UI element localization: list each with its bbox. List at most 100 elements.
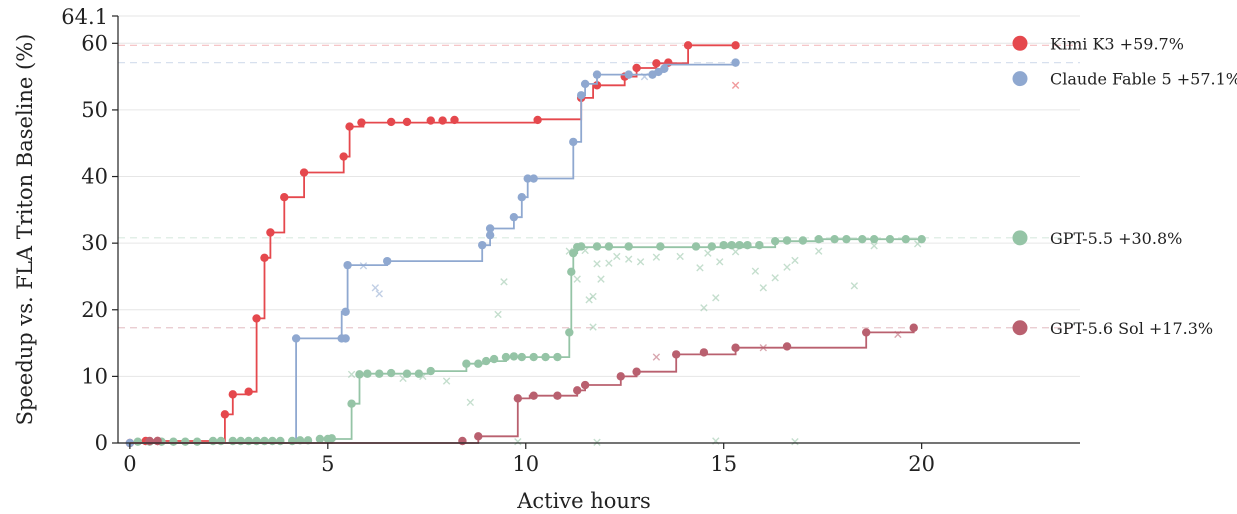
y-tick-label: 60 <box>81 31 108 55</box>
data-point <box>386 368 396 378</box>
data-point <box>529 391 538 400</box>
rejected-marker <box>593 260 601 268</box>
rejected-marker <box>870 242 878 250</box>
data-point <box>402 369 412 378</box>
rejected-marker <box>494 310 502 319</box>
data-point <box>228 436 238 446</box>
legend-series-name: Kimi K3 <box>1050 34 1120 53</box>
data-point <box>517 352 527 362</box>
rejected-marker <box>850 282 859 290</box>
y-axis-title: Speedup vs. FLA Triton Baseline (%) <box>13 34 37 426</box>
legend-series-name: GPT-5.6 Sol <box>1050 319 1149 338</box>
data-point <box>386 117 396 127</box>
data-point <box>533 115 542 125</box>
legend-label: Claude Fable 5 +57.1% <box>1050 70 1237 89</box>
data-point <box>616 372 625 381</box>
data-point <box>355 370 364 379</box>
rejected-marker <box>759 284 767 292</box>
data-point <box>315 434 325 444</box>
rejected-marker <box>613 252 621 261</box>
data-point <box>814 234 823 244</box>
data-point <box>909 323 918 332</box>
data-point <box>343 260 352 270</box>
legend-marker <box>1012 35 1028 51</box>
data-point <box>743 240 752 250</box>
rejected-marker <box>783 263 791 271</box>
data-point <box>478 240 487 250</box>
rejected-marker <box>712 294 720 302</box>
data-point <box>632 367 641 376</box>
legend-final-value: +57.1% <box>1177 70 1237 89</box>
rejected-marker <box>815 247 823 255</box>
data-point <box>474 359 483 368</box>
data-point <box>485 230 495 240</box>
axes <box>117 16 1080 444</box>
data-point <box>347 399 356 408</box>
data-point <box>426 116 435 125</box>
data-point <box>363 369 372 378</box>
x-tick-label: 10 <box>512 452 539 476</box>
step-line <box>129 238 922 444</box>
data-point <box>228 390 238 399</box>
series-gpt-5-5 <box>129 234 926 447</box>
rejected-marker <box>791 437 799 446</box>
data-point <box>567 267 576 277</box>
y-tick-label: 40 <box>81 165 108 189</box>
data-point <box>782 236 792 245</box>
y-tick-label: 50 <box>81 98 108 122</box>
legend-marker <box>1012 320 1028 336</box>
data-point <box>341 307 350 316</box>
data-point <box>858 234 867 244</box>
data-point <box>145 436 154 446</box>
data-point <box>917 234 926 244</box>
series-gpt-5-6-sol <box>129 323 918 446</box>
data-point <box>576 242 586 251</box>
data-point <box>266 228 275 237</box>
rejected-marker <box>700 304 708 312</box>
data-point <box>208 436 218 446</box>
legend-series-name: GPT-5.5 <box>1050 229 1118 248</box>
y-axis-max-label: 64.1 <box>61 5 108 29</box>
data-point <box>438 116 447 125</box>
data-point <box>707 242 717 251</box>
data-point <box>541 352 550 362</box>
data-point <box>252 314 261 323</box>
rejected-marker <box>731 248 740 256</box>
data-point <box>798 236 808 245</box>
data-point <box>770 236 780 246</box>
data-point <box>782 342 792 351</box>
rejected-marker <box>500 278 508 286</box>
legend-label: GPT-5.6 Sol +17.3% <box>1050 319 1213 338</box>
rejected-marker <box>652 253 661 261</box>
data-point <box>244 387 253 396</box>
data-point <box>632 63 641 73</box>
data-point <box>220 410 230 419</box>
data-point <box>375 369 384 378</box>
data-point <box>671 350 681 359</box>
x-tick-label: 5 <box>321 452 334 476</box>
series-kimi-k3 <box>125 41 740 448</box>
step-line <box>129 44 736 444</box>
data-point <box>509 352 519 361</box>
data-point <box>426 366 435 376</box>
data-point <box>462 359 471 368</box>
rejected-marker <box>589 292 597 301</box>
rejected-marker <box>704 249 712 257</box>
data-point <box>576 91 586 100</box>
data-point <box>624 242 633 251</box>
data-point <box>192 437 202 446</box>
data-point <box>862 328 871 337</box>
data-point <box>216 436 226 446</box>
legend-label: GPT-5.5 +30.8% <box>1050 229 1182 248</box>
data-point <box>489 354 499 364</box>
data-point <box>181 437 190 446</box>
data-point <box>580 79 590 89</box>
data-point <box>592 70 602 79</box>
y-tick-label: 10 <box>81 364 108 388</box>
legend-final-value: +30.8% <box>1118 229 1182 248</box>
rejected-marker <box>791 256 799 265</box>
data-point <box>683 41 693 50</box>
rejected-marker <box>731 81 740 89</box>
data-point <box>485 224 495 233</box>
